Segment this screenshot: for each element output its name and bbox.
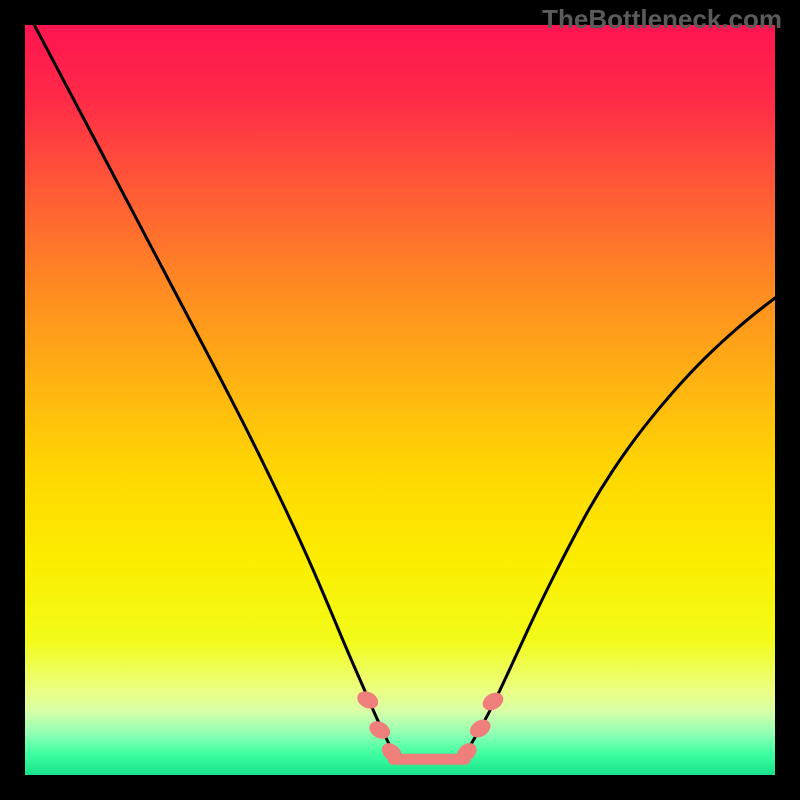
chart-stage: TheBottleneck.com [0,0,800,800]
watermark-text: TheBottleneck.com [542,4,782,35]
bottleneck-chart [25,25,775,775]
plot-area [25,25,775,775]
gradient-background [25,25,775,775]
